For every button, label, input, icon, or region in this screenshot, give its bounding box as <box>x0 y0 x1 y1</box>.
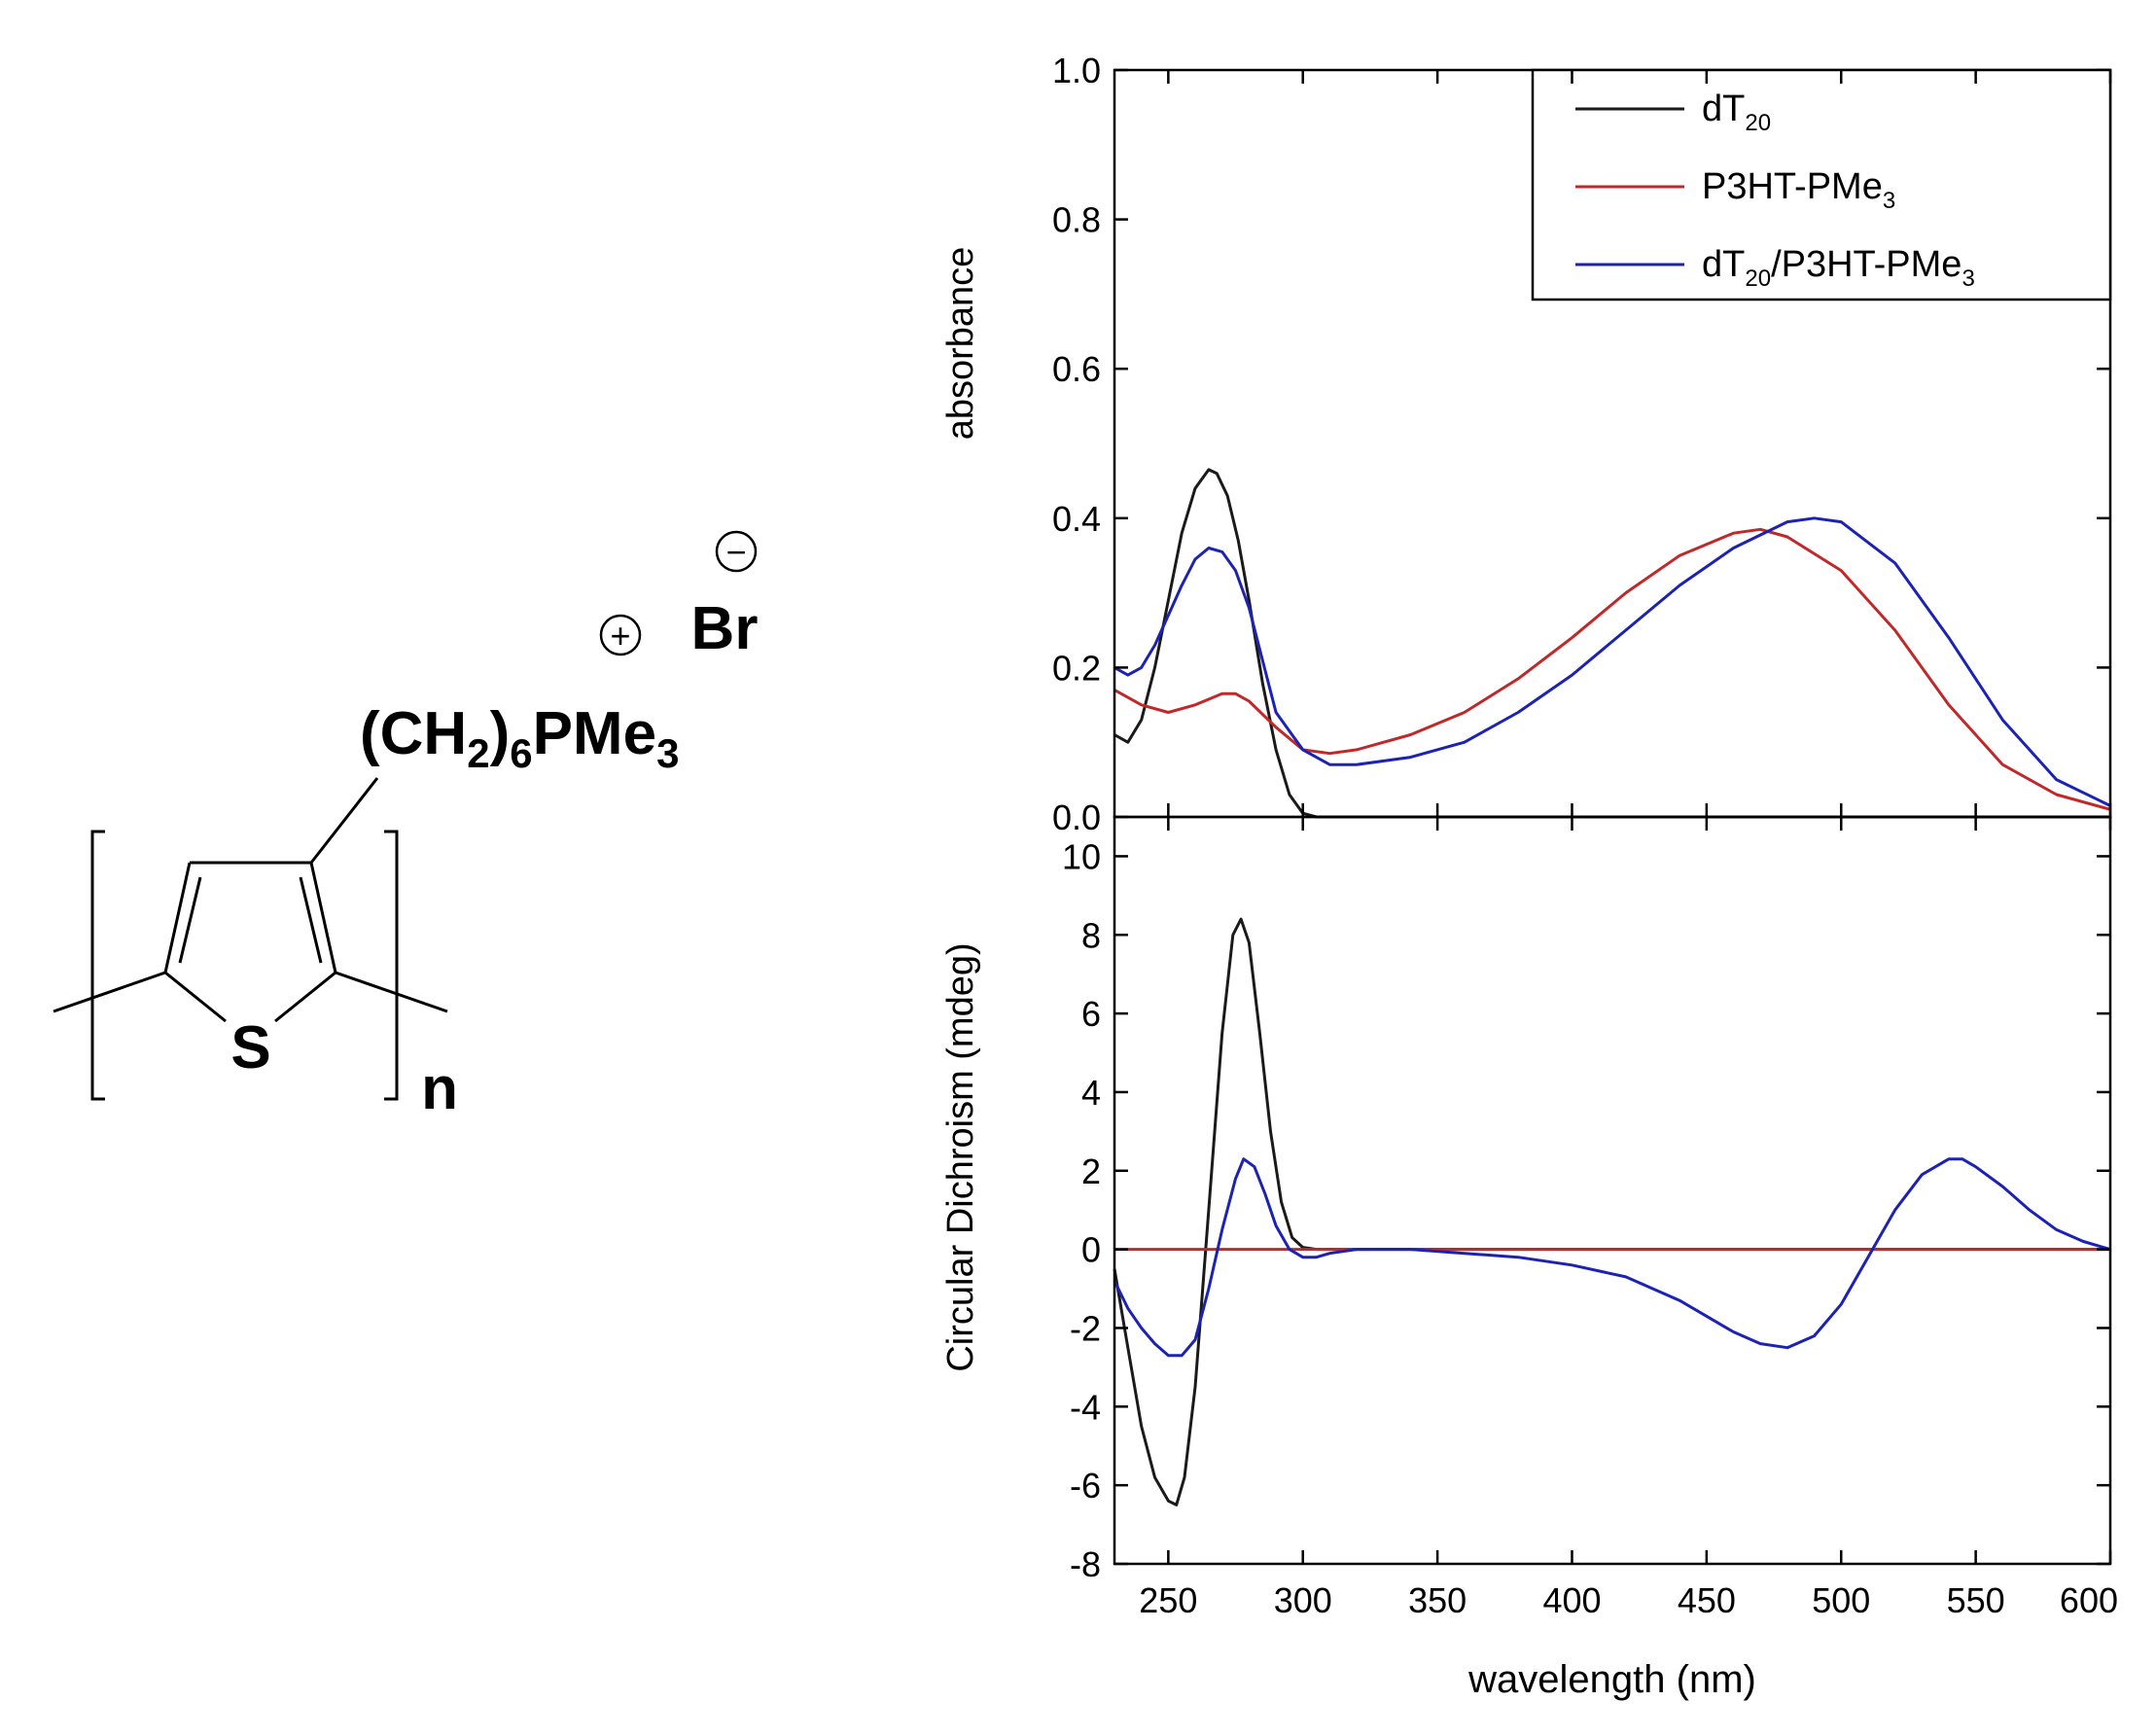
legend-item-p3ht-pme3: P3HT-PMe3 <box>1575 166 1895 214</box>
x-tick-label: 550 <box>1947 1580 2005 1620</box>
x-tick-label: 500 <box>1812 1580 1870 1620</box>
cd-y-tick-label: 8 <box>1081 915 1101 955</box>
cation-subscript: 3 <box>656 730 679 776</box>
x-axis-label: wavelength (nm) <box>1467 1658 1756 1701</box>
counter-ion-label: Br <box>691 595 759 662</box>
legend-item-dt20-p3ht-pme3: dT20/P3HT-PMe3 <box>1575 244 1975 292</box>
absorbance-panel: 0.00.20.40.60.81.0 absorbance dT20 P3HT-… <box>940 51 2112 837</box>
legend-label-dt20-p3ht-pme3-sub: 20 <box>1745 266 1771 292</box>
absorbance-y-tick-label: 0.2 <box>1052 648 1101 688</box>
x-tick-label: 250 <box>1139 1580 1197 1620</box>
cd-y-axis-label: Circular Dichroism (mdeg) <box>940 942 981 1371</box>
cd-y-tick-label: 0 <box>1081 1230 1101 1270</box>
ring-atom-label: S <box>230 1014 270 1081</box>
legend-label-dt20: dT20 <box>1702 89 1771 136</box>
absorbance-series <box>1113 468 2111 819</box>
ring-double-bond-c4-c5 <box>299 876 323 964</box>
side-chain-bond <box>309 777 379 864</box>
cd-series-dt20-p3ht-pme3 <box>1113 1157 2111 1358</box>
cd-y-tick-label: 2 <box>1081 1151 1101 1191</box>
x-tick-label: 350 <box>1408 1580 1467 1620</box>
left-chain-bond <box>53 971 166 1013</box>
cd-y-tick-label: 10 <box>1062 836 1101 876</box>
absorbance-series-dt20-p3ht-pme3 <box>1113 516 2111 807</box>
ring-double-bond-c2-c3 <box>178 876 202 964</box>
legend-item-dt20: dT20 <box>1575 89 1771 136</box>
positive-charge-circle <box>599 614 642 656</box>
x-tick-label: 400 <box>1542 1580 1601 1620</box>
legend-label-dt20-p3ht-pme3: dT20/P3HT-PMe3 <box>1702 244 1975 292</box>
legend-label-p3ht-pme3-sub: 3 <box>1883 188 1895 214</box>
side-chain-formula: (CH2)6PMe3 <box>360 700 679 776</box>
cd-y-ticks: 10 8 6 4 2 0 -2 -4 -6 -8 <box>1062 836 2110 1584</box>
cd-series-dt20 <box>1113 917 2110 1506</box>
positive-charge-sign: + <box>610 616 630 655</box>
side-chain-subscript-6: 6 <box>510 730 532 776</box>
absorbance-y-axis-label: absorbance <box>940 247 981 441</box>
legend-label-dt20-sub: 20 <box>1745 110 1771 136</box>
legend-label-dt20-main: dT <box>1702 89 1745 129</box>
ring-bond-c4-c5 <box>309 862 337 974</box>
cd-plot-frame <box>1113 815 2112 1566</box>
ring-bond-c5-s <box>274 971 336 1023</box>
x-tick-label: 600 <box>2060 1580 2118 1620</box>
legend-label-p3ht-pme3: P3HT-PMe3 <box>1702 166 1895 214</box>
left-bracket <box>90 830 105 1101</box>
legend-label-dt20-p3ht-pme3-main: dT <box>1702 244 1745 285</box>
x-tick-label: 300 <box>1274 1580 1332 1620</box>
cd-y-tick-label: 4 <box>1081 1073 1101 1113</box>
absorbance-y-tick-label: 0.0 <box>1052 797 1101 837</box>
cd-y-tick-label: -2 <box>1070 1308 1101 1348</box>
right-chain-bond <box>335 971 448 1013</box>
ring-bond-c2-s <box>164 971 227 1023</box>
structure-labels: S n (CH2)6PMe3 Br + − <box>230 532 758 1122</box>
legend-label-dt20-p3ht-pme3-tail-sub: 3 <box>1962 266 1974 292</box>
cd-y-tick-label: -8 <box>1070 1544 1101 1584</box>
absorbance-y-tick-label: 0.4 <box>1052 499 1101 539</box>
cd-y-tick-label: -6 <box>1070 1466 1101 1506</box>
negative-charge-circle <box>715 530 758 573</box>
chemical-structure <box>53 530 758 1101</box>
legend-label-p3ht-pme3-main: P3HT-PMe <box>1702 166 1883 207</box>
side-chain-subscript-2: 2 <box>467 730 489 776</box>
cd-y-tick-label: 6 <box>1081 994 1101 1034</box>
ring-bond-c2-c3 <box>163 862 192 974</box>
absorbance-series-p3ht-pme3 <box>1113 527 2111 811</box>
side-chain-close: ) <box>490 700 511 767</box>
legend-label-dt20-p3ht-pme3-tail: /P3HT-PMe <box>1771 244 1962 285</box>
absorbance-y-tick-label: 1.0 <box>1052 51 1101 90</box>
absorbance-y-tick-label: 0.6 <box>1052 349 1101 389</box>
cd-y-tick-label: -4 <box>1070 1387 1101 1427</box>
right-bracket <box>384 830 399 1101</box>
absorbance-y-ticks: 0.0 0.2 0.4 0.6 0.8 1.0 <box>1052 51 2110 837</box>
side-chain-main: (CH <box>360 700 467 767</box>
cation-group: PMe <box>533 700 656 767</box>
absorbance-y-tick-label: 0.8 <box>1052 200 1101 240</box>
negative-charge-sign: − <box>725 532 746 572</box>
x-ticks: 250 300 350 400 450 500 550 600 <box>1139 70 2118 1620</box>
legend: dT20 P3HT-PMe3 dT20/P3HT-PMe3 <box>1531 68 2112 301</box>
repeat-index-label: n <box>421 1055 458 1122</box>
cd-series <box>1113 917 2111 1506</box>
x-tick-label: 450 <box>1678 1580 1736 1620</box>
